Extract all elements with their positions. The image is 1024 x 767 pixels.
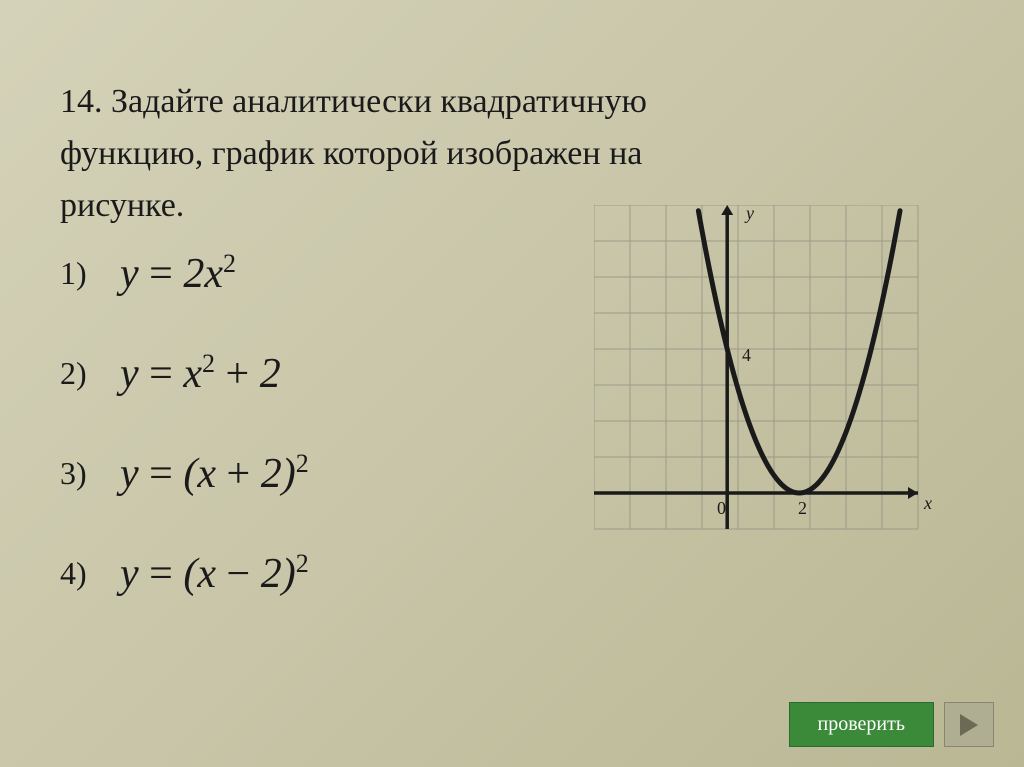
option-number: 2) [60,355,120,392]
option-number: 4) [60,555,120,592]
option-4[interactable]: 4) y = (x − 2)2 [60,539,964,609]
tick-x-2: 2 [798,498,807,519]
question-line-2: функцию, график которой изображен на [60,132,964,176]
question-line-1: 14. Задайте аналитически квадратичную [60,80,964,124]
bottom-controls: проверить [789,702,994,747]
play-icon [958,712,980,738]
tick-origin: 0 [717,498,726,519]
option-number: 3) [60,455,120,492]
option-formula: y = 2x2 [120,249,236,298]
check-button[interactable]: проверить [789,702,934,747]
slide-content: 14. Задайте аналитически квадратичную фу… [0,0,1024,679]
option-formula: y = x2 + 2 [120,349,281,398]
x-axis-label: x [924,493,932,514]
y-axis-label: y [746,203,754,224]
tick-y-4: 4 [742,345,751,366]
option-formula: y = (x − 2)2 [120,549,309,598]
parabola-chart [594,205,939,535]
chart-container: y x 0 2 4 [594,205,939,540]
next-button[interactable] [944,702,994,747]
option-formula: y = (x + 2)2 [120,449,309,498]
option-number: 1) [60,255,120,292]
